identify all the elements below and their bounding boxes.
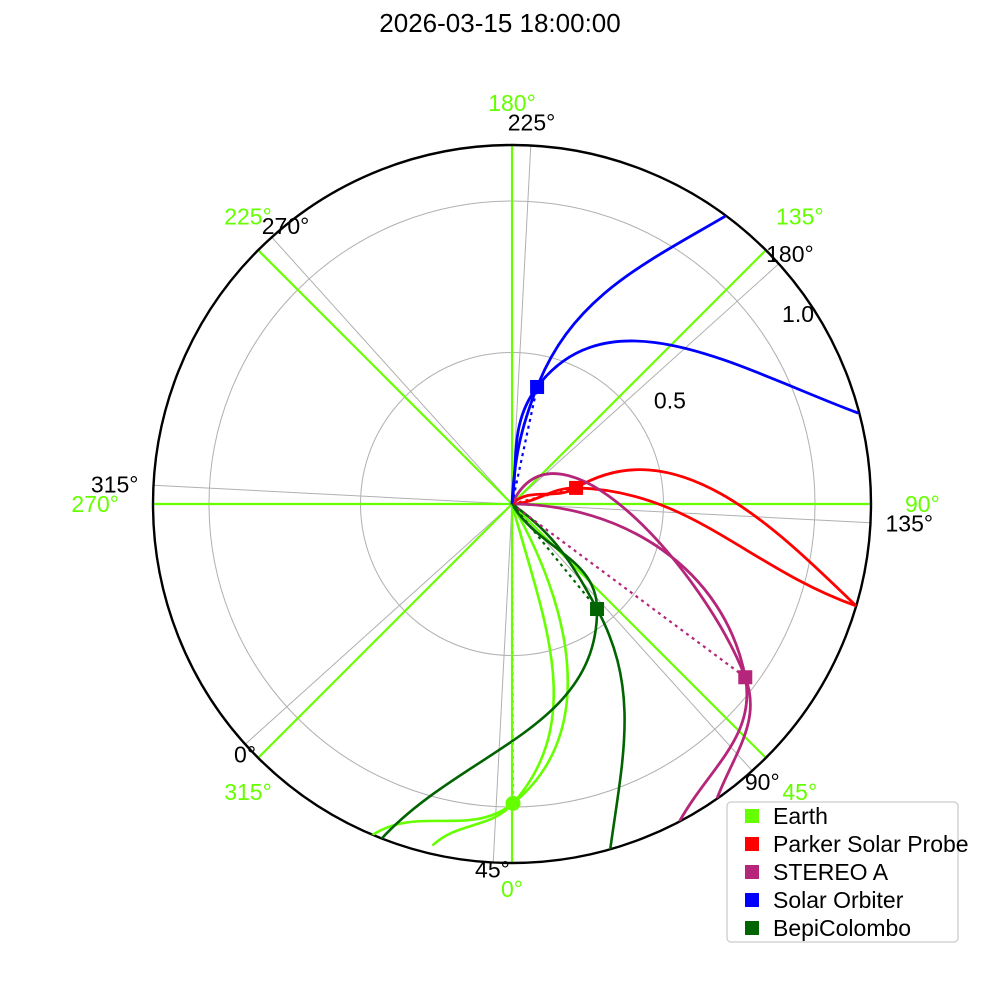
svg-text:BepiColombo: BepiColombo (773, 915, 911, 941)
svg-text:0.5: 0.5 (654, 387, 686, 413)
svg-text:Parker Solar Probe: Parker Solar Probe (773, 831, 969, 857)
svg-text:0°: 0° (234, 741, 256, 767)
svg-text:Earth: Earth (773, 803, 828, 829)
svg-text:Solar Orbiter: Solar Orbiter (773, 887, 904, 913)
svg-text:315°: 315° (224, 779, 272, 805)
svg-text:135°: 135° (776, 203, 824, 229)
svg-text:45°: 45° (782, 779, 817, 805)
svg-text:45°: 45° (475, 856, 510, 882)
svg-text:270°: 270° (262, 213, 310, 239)
svg-text:1.0: 1.0 (782, 301, 814, 327)
svg-text:STEREO A: STEREO A (773, 859, 889, 885)
svg-text:90°: 90° (745, 769, 780, 795)
svg-text:135°: 135° (885, 511, 933, 537)
svg-text:180°: 180° (766, 241, 814, 267)
svg-text:225°: 225° (508, 110, 556, 136)
svg-text:315°: 315° (91, 471, 139, 497)
svg-text:2026-03-15 18:00:00: 2026-03-15 18:00:00 (379, 8, 620, 38)
